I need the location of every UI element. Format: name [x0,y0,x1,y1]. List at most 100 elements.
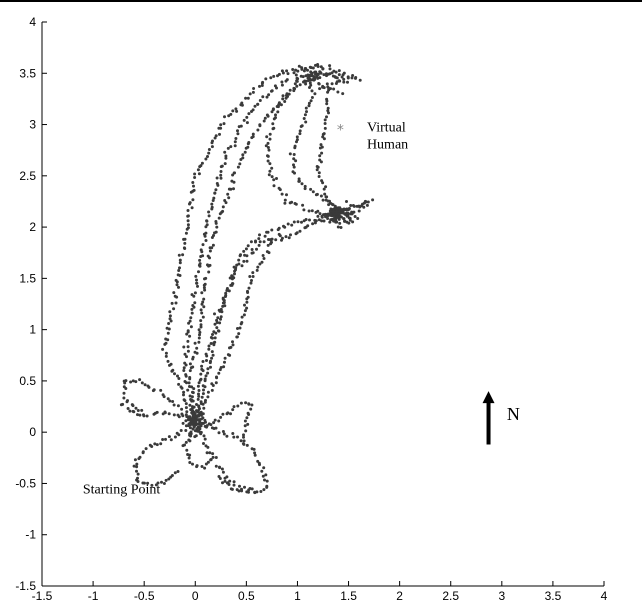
trajectory-point [300,67,304,71]
trajectory-point [128,409,132,413]
trajectory-point [183,361,187,365]
trajectory-point [206,390,210,394]
trajectory-point [206,254,210,258]
trajectory-point [334,70,338,74]
trajectory-point [311,222,315,226]
trajectory-point [201,392,205,396]
trajectory-point [201,384,205,388]
trajectory-point [240,321,244,324]
trajectory-point [187,438,191,442]
trajectory-point [196,284,199,288]
trajectory-point [146,481,150,485]
trajectory-point [342,71,346,75]
trajectory-point [295,84,299,88]
trajectory-point [287,236,291,240]
trajectory-point [210,388,214,392]
trajectory-point [184,419,188,423]
trajectory-point [224,156,228,160]
trajectory-point [200,395,204,399]
trajectory-point [212,234,215,237]
trajectory-point [260,260,264,264]
trajectory-point [191,355,195,359]
trajectory-point [245,306,249,310]
trajectory-point [191,390,194,394]
trajectory-point [196,409,199,413]
trajectory-point [249,281,253,285]
trajectory-point [213,336,217,340]
trajectory-point [136,413,139,417]
trajectory-point [164,437,167,441]
trajectory-point [197,429,200,433]
trajectory-point [277,226,281,230]
trajectory-point [200,291,204,295]
trajectory-point [222,365,226,369]
trajectory-point [309,99,313,103]
trajectory-point [164,478,168,482]
trajectory-point [177,285,180,289]
trajectory-point [223,479,227,483]
trajectory-point [191,417,195,421]
trajectory-point [219,170,223,173]
y-tick-label: 3.5 [19,66,36,80]
trajectory-point [168,314,172,318]
trajectory-point [292,157,296,161]
trajectory-point [211,333,214,336]
x-tick-label: 2.5 [442,589,459,603]
trajectory-point [354,76,358,79]
x-tick-label: 3 [498,589,505,603]
trajectory-point [280,192,284,196]
trajectory-point [270,240,273,244]
trajectory-point [258,463,261,467]
trajectory-point [313,92,317,96]
trajectory-point [248,92,252,96]
trajectory-point [229,283,233,287]
trajectory-point [328,67,332,71]
trajectory-point [160,480,163,484]
trajectory-point [315,168,319,172]
trajectory-point [242,439,246,443]
trajectory-point [317,171,321,175]
y-tick-label: -1.5 [15,579,36,593]
x-tick-label: 4 [601,589,608,603]
trajectory-point [229,112,233,116]
trajectory-point [195,465,199,469]
trajectory-point [345,208,348,212]
trajectory-point [261,254,265,257]
trajectory-point [132,464,136,468]
trajectory-point [208,451,212,455]
y-tick-label: 2.5 [19,169,36,183]
trajectory-point [233,171,236,175]
trajectory-point [205,359,208,362]
trajectory-point [261,474,265,478]
trajectory-point [337,73,341,77]
trajectory-point [202,388,205,392]
trajectory-point [233,269,237,273]
trajectory-point [222,301,226,305]
trajectory-point [283,100,287,103]
trajectory-point [122,396,126,400]
trajectory-point [197,413,201,417]
trajectory-point [177,377,181,380]
trajectory-point [258,84,261,88]
trajectory-point [209,365,212,369]
trajectory-point [177,382,181,386]
trajectory-point [230,179,234,183]
trajectory-point [297,177,301,181]
trajectory-point [185,448,189,452]
trajectory-point [137,457,141,461]
trajectory-point [224,154,228,158]
trajectory-point [232,187,235,191]
trajectory-point [303,113,307,117]
trajectory-point [221,470,225,474]
trajectory-point [335,215,339,219]
trajectory-point [221,412,225,416]
trajectory-point [324,72,328,76]
trajectory-point [219,173,223,177]
trajectory-point [294,73,298,77]
trajectory-point [240,315,244,319]
trajectory-point [303,187,307,191]
trajectory-point [202,406,206,410]
trajectory-point [169,362,173,366]
trajectory-point [300,220,303,224]
trajectory-point [242,259,246,263]
